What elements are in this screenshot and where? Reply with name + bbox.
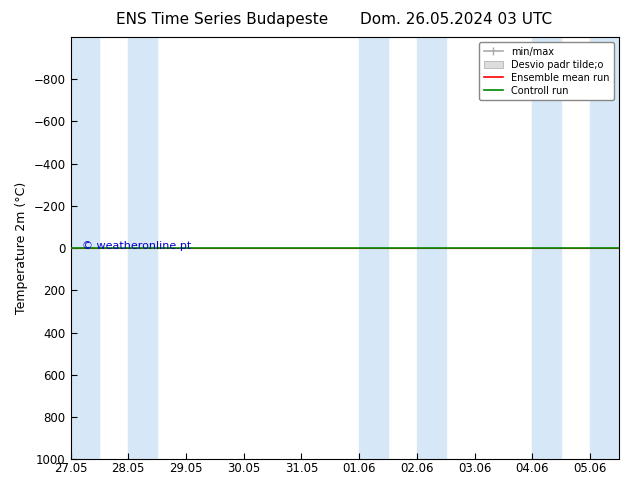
Bar [417, 37, 446, 459]
Text: Dom. 26.05.2024 03 UTC: Dom. 26.05.2024 03 UTC [360, 12, 553, 27]
Bar [128, 37, 157, 459]
Legend: min/max, Desvio padr tilde;o, Ensemble mean run, Controll run: min/max, Desvio padr tilde;o, Ensemble m… [479, 42, 614, 100]
Bar [533, 37, 561, 459]
Bar [70, 37, 100, 459]
Text: © weatheronline.pt: © weatheronline.pt [82, 241, 191, 251]
Bar [359, 37, 388, 459]
Y-axis label: Temperature 2m (°C): Temperature 2m (°C) [15, 182, 28, 314]
Bar [590, 37, 619, 459]
Text: ENS Time Series Budapeste: ENS Time Series Budapeste [116, 12, 328, 27]
